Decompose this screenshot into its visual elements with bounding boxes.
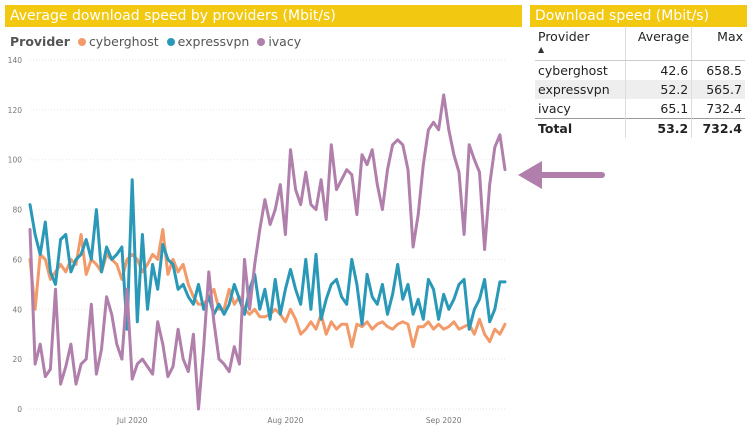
cell-average: 42.6 xyxy=(625,60,693,80)
series-line-ivacy xyxy=(28,93,507,411)
legend-item-expressvpn[interactable]: expressvpn xyxy=(166,34,250,49)
cell-total-max: 732.4 xyxy=(691,118,745,138)
header-provider[interactable]: Provider ▲ xyxy=(535,26,626,61)
cell-provider: cyberghost xyxy=(535,60,626,80)
x-tick-label: Jul 2020 xyxy=(116,416,148,425)
y-tick-label: 20 xyxy=(12,355,22,364)
legend-item-ivacy[interactable]: ivacy xyxy=(257,34,301,49)
header-average[interactable]: Average xyxy=(625,26,693,61)
y-tick-label: 120 xyxy=(8,106,23,115)
y-tick-label: 60 xyxy=(12,255,22,264)
y-tick-label: 140 xyxy=(8,56,23,65)
x-tick-label: Aug 2020 xyxy=(267,416,303,425)
legend-text-ivacy: ivacy xyxy=(268,34,302,49)
cell-max: 658.5 xyxy=(706,63,742,78)
header-max[interactable]: Max xyxy=(691,26,745,61)
sort-ascending-icon[interactable]: ▲ xyxy=(538,45,545,54)
cell-total-label: Total xyxy=(535,118,626,138)
cell-average: 65.1 xyxy=(625,99,693,119)
speed-table: Provider ▲ Average Max cyberghost 42.6 65… xyxy=(535,26,745,138)
table-row[interactable]: ivacy 65.1 732.4 xyxy=(535,99,745,119)
cell-provider: expressvpn xyxy=(535,80,626,99)
legend-dot-cyberghost xyxy=(77,37,86,46)
table-header-row: Provider ▲ Average Max xyxy=(535,26,745,61)
cell-total-average: 53.2 xyxy=(625,118,693,138)
cell-max: 565.7 xyxy=(691,80,745,99)
legend-dot-ivacy xyxy=(257,37,266,46)
cell-provider: ivacy xyxy=(535,99,626,119)
y-tick-label: 80 xyxy=(12,206,22,215)
table-row[interactable]: expressvpn 52.2 565.7 xyxy=(535,80,745,99)
y-tick-label: 0 xyxy=(17,405,22,414)
table-row[interactable]: cyberghost 42.6 658.5 xyxy=(535,60,745,80)
line-chart: 0 20 40 60 80 100 120 140 Jul 2020 Aug 2020 Sep 20… xyxy=(8,56,507,425)
legend-item-cyberghost[interactable]: cyberghost xyxy=(77,34,159,49)
legend-label: Provider xyxy=(10,34,70,49)
legend-text-expressvpn: expressvpn xyxy=(177,34,250,49)
y-tick-label: 100 xyxy=(8,156,23,165)
chart-legend: Provider cyberghost expressvpn ivacy xyxy=(10,34,309,49)
table-total-row: Total 53.2 732.4 xyxy=(535,118,745,138)
left-arrow-icon xyxy=(518,161,605,189)
chart-title: Average download speed by providers (Mbi… xyxy=(5,5,522,27)
series-line-expressvpn xyxy=(28,178,507,331)
y-tick-label: 40 xyxy=(12,305,22,314)
legend-dot-expressvpn xyxy=(166,37,175,46)
cell-max: 732.4 xyxy=(706,101,742,116)
x-tick-label: Sep 2020 xyxy=(426,416,462,425)
cell-average: 52.2 xyxy=(625,80,693,99)
legend-text-cyberghost: cyberghost xyxy=(88,34,159,49)
table-title: Download speed (Mbit/s) xyxy=(530,5,747,27)
